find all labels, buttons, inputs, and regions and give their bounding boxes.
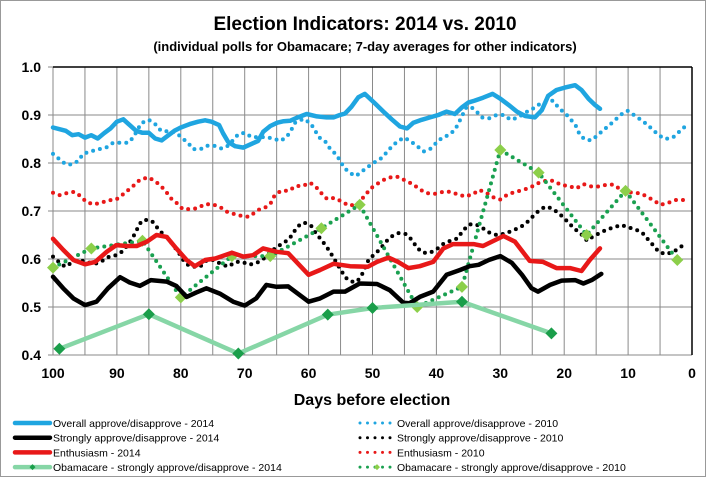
x-tick-label: 0: [688, 365, 696, 381]
legend-label: Overall approve/disapprove - 2010: [397, 418, 558, 430]
x-tick-label: 70: [237, 365, 253, 381]
legend-item: Obamacare - strongly approve/disapprove …: [358, 462, 626, 474]
legend-item: Enthusiasm - 2014: [12, 447, 141, 459]
chart-title: Election Indicators: 2014 vs. 2010: [213, 14, 516, 35]
legend-label: Obamacare - strongly approve/disapprove …: [397, 462, 626, 474]
x-tick-label: 30: [493, 365, 509, 381]
legend-item: Overall approve/disapprove - 2010: [358, 418, 558, 430]
x-axis-label: Days before election: [294, 392, 451, 409]
gridlines: [48, 66, 693, 356]
data-point-marker: [545, 327, 558, 340]
y-tick-label: 0.8: [22, 155, 42, 171]
legend-label: Overall approve/disapprove - 2014: [53, 418, 214, 430]
chart-subtitle: (individual polls for Obamacare; 7-day a…: [153, 39, 576, 54]
data-point-marker: [315, 222, 328, 235]
legend-item: Enthusiasm - 2010: [358, 447, 485, 459]
series-group: [47, 82, 689, 360]
x-tick-label: 60: [301, 365, 317, 381]
y-axis-ticks: 0.4 0.5 0.6 0.7 0.8 0.9 1.0: [22, 59, 42, 363]
data-point-marker: [455, 295, 468, 308]
series-line: [50, 253, 604, 308]
data-point-marker: [580, 229, 593, 241]
data-point-marker: [532, 166, 545, 179]
legend-marker: [29, 464, 36, 471]
data-point-marker: [455, 280, 468, 293]
legend-label: Strongly approve/disapprove - 2010: [397, 433, 564, 445]
data-point-marker: [232, 347, 245, 360]
y-tick-label: 1.0: [22, 59, 42, 75]
legend-item: Obamacare - strongly approve/disapprove …: [12, 462, 282, 474]
data-point-marker: [321, 308, 334, 321]
series-line: [50, 82, 603, 150]
x-tick-label: 90: [109, 365, 125, 381]
series-line: [50, 232, 603, 278]
legend-label: Enthusiasm - 2014: [53, 447, 141, 459]
y-tick-label: 0.7: [22, 203, 42, 219]
series-line: [57, 299, 554, 356]
x-tick-label: 40: [429, 365, 445, 381]
x-tick-label: 100: [41, 365, 65, 381]
legend-marker: [374, 464, 380, 471]
legend-item: Overall approve/disapprove - 2014: [12, 418, 214, 430]
legend-label: Obamacare - strongly approve/disapprove …: [53, 462, 282, 474]
legend-item: Strongly approve/disapprove - 2014: [12, 433, 220, 445]
series-5: [51, 204, 689, 284]
data-point-marker: [671, 253, 684, 266]
series-4: [51, 98, 687, 178]
x-tick-label: 10: [620, 365, 636, 381]
data-point-marker: [142, 308, 155, 321]
legend: Overall approve/disapprove - 2014 Strongl…: [12, 418, 626, 474]
x-axis-ticks: 100 90 80 70 60 50 40 30 20 10 0: [41, 365, 696, 381]
data-point-marker: [53, 342, 66, 355]
data-point-marker: [619, 184, 632, 197]
series-1: [50, 253, 604, 308]
data-point-marker: [47, 261, 59, 274]
series-3: [53, 295, 558, 360]
x-tick-label: 80: [173, 365, 189, 381]
y-tick-label: 0.5: [22, 299, 42, 315]
legend-label: Enthusiasm - 2010: [397, 447, 485, 459]
x-tick-label: 50: [365, 365, 381, 381]
series-line: [51, 98, 687, 178]
legend-label: Strongly approve/disapprove - 2014: [53, 433, 220, 445]
series-line: [51, 204, 689, 284]
y-tick-label: 0.9: [22, 107, 42, 123]
data-point-marker: [85, 242, 98, 255]
y-tick-label: 0.4: [22, 347, 42, 363]
data-point-marker: [353, 198, 366, 211]
series-0: [50, 82, 603, 150]
x-tick-label: 20: [556, 365, 572, 381]
data-point-marker: [494, 144, 507, 157]
data-point-marker: [366, 301, 379, 314]
series-2: [50, 232, 603, 278]
y-tick-label: 0.6: [22, 251, 42, 267]
legend-item: Strongly approve/disapprove - 2010: [358, 433, 564, 445]
